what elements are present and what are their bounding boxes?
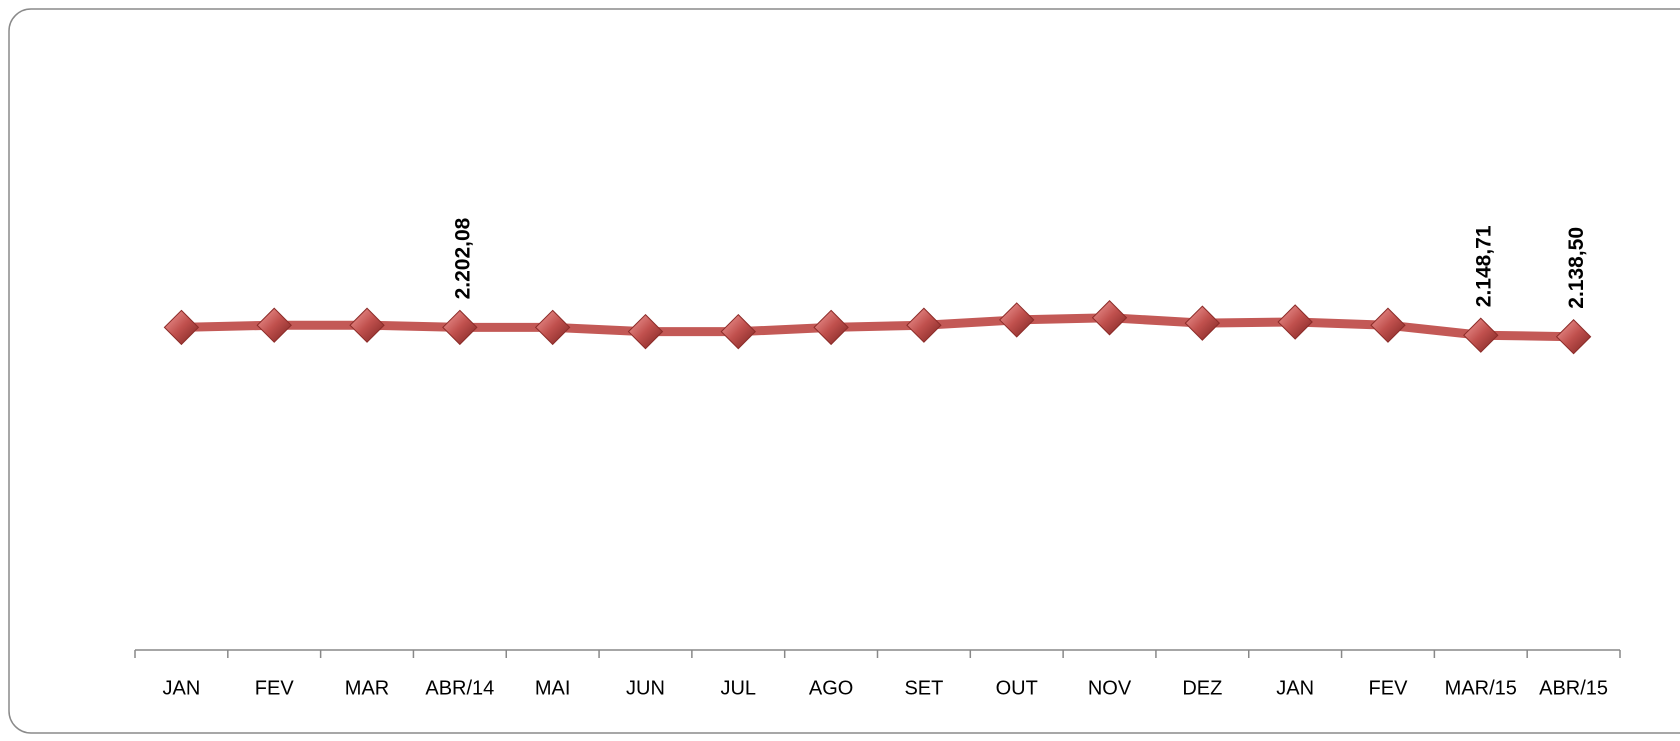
chart-border xyxy=(8,8,1680,734)
x-tick-label: NOV xyxy=(1088,677,1132,699)
marker xyxy=(627,313,664,350)
x-tick-label: MAR/15 xyxy=(1445,677,1517,699)
x-tick-label: JAN xyxy=(163,677,201,699)
line xyxy=(181,313,1574,342)
marker xyxy=(720,313,756,350)
marker xyxy=(1277,304,1313,340)
x-tick-label: DEZ xyxy=(1182,677,1222,699)
marker xyxy=(1370,307,1406,343)
x-tick-label: JUN xyxy=(626,677,665,699)
marker xyxy=(442,309,478,346)
x-tick-label: SET xyxy=(904,677,943,699)
value-label: 2.148,71 xyxy=(1472,225,1495,307)
x-tick-label: FEV xyxy=(255,677,295,699)
marker xyxy=(1555,319,1592,355)
value-label: 2.202,08 xyxy=(451,217,474,299)
marker xyxy=(999,302,1035,338)
marker xyxy=(256,307,292,343)
marker xyxy=(1463,317,1499,353)
marker xyxy=(813,309,849,346)
value-label: 2.138,50 xyxy=(1565,227,1588,309)
x-tick-label: OUT xyxy=(996,677,1038,699)
x-tick-label: JUL xyxy=(720,677,756,699)
x-tick-label: ABR/15 xyxy=(1539,677,1608,699)
x-tick-label: MAR xyxy=(345,677,389,699)
marker xyxy=(163,309,200,346)
marker xyxy=(349,307,385,343)
marker xyxy=(1184,305,1221,341)
x-tick-label: AGO xyxy=(809,677,853,699)
x-tick-label: FEV xyxy=(1369,677,1409,699)
marker xyxy=(906,307,942,343)
x-tick-label: JAN xyxy=(1276,677,1314,699)
marker xyxy=(1091,300,1128,336)
marker xyxy=(534,309,571,346)
x-tick-label: MAI xyxy=(535,677,571,699)
x-tick-label: ABR/14 xyxy=(425,677,494,699)
